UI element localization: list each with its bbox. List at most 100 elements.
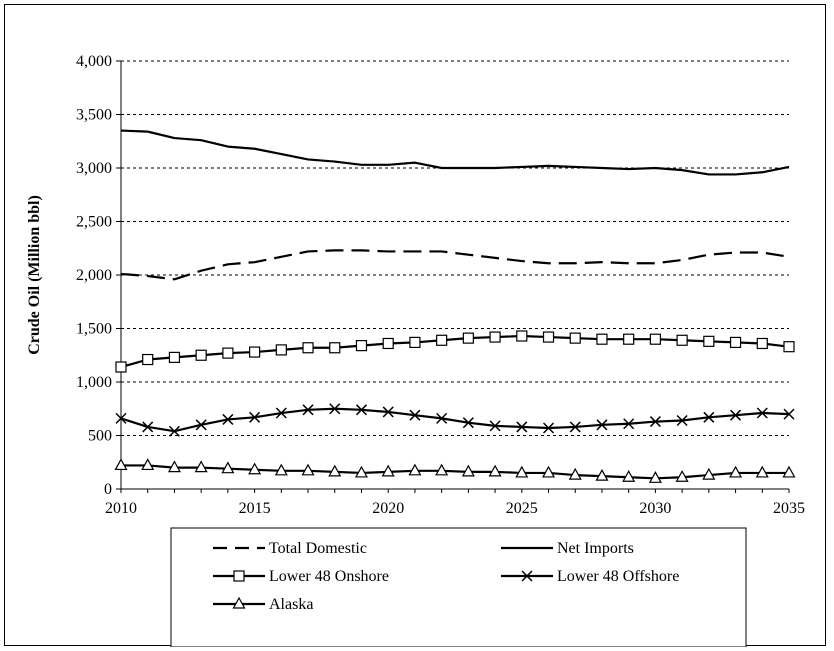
marker-stroke [275, 407, 287, 419]
data-point-alaska [648, 471, 662, 483]
legend-marker-alaska [232, 596, 246, 609]
data-point-lower-48-offshore [623, 418, 635, 430]
legend-label-lower-48-onshore: Lower 48 Onshore [269, 568, 389, 585]
marker-stroke [623, 418, 635, 430]
data-point-lower-48-onshore [729, 336, 742, 349]
series-line-lower-48-offshore [120, 407, 790, 433]
y-tick-label: 500 [88, 428, 112, 445]
marker-stroke [142, 421, 154, 433]
data-point-lower-48-offshore [649, 416, 661, 428]
data-point-alaska [755, 465, 769, 478]
y-tick-label: 3,000 [76, 160, 112, 177]
data-point-lower-48-offshore [409, 409, 421, 421]
data-point-lower-48-onshore [783, 341, 795, 353]
data-point-alaska [595, 468, 609, 481]
data-point-alaska [461, 464, 475, 477]
data-point-alaska [435, 463, 449, 476]
data-point-alaska [354, 465, 368, 478]
data-point-lower-48-onshore [302, 342, 314, 354]
chart-frame: 0 500 1,000 1,500 2,000 2,500 3,000 3,500 4,000 2… [4, 4, 826, 647]
x-tick-label: 2025 [506, 500, 538, 517]
legend-marker-lower-48-offshore [521, 570, 533, 582]
data-point-lower-48-offshore [569, 421, 581, 433]
marker-stroke [222, 413, 234, 425]
x-tick-label: 2015 [239, 500, 271, 517]
data-point-lower-48-offshore [596, 419, 608, 431]
marker-stroke [302, 404, 314, 416]
y-axis-title: Crude Oil (Million bbl) [26, 195, 43, 355]
data-point-lower-48-onshore [623, 333, 635, 345]
legend-item-total-domestic: Total Domestic [213, 540, 367, 557]
data-point-lower-48-offshore [222, 413, 234, 425]
marker-stroke [168, 425, 180, 437]
marker-stroke [676, 414, 688, 427]
data-point-lower-48-offshore [676, 414, 688, 427]
marker-stroke [355, 404, 368, 416]
data-point-lower-48-onshore [329, 342, 341, 354]
marker-stroke [516, 421, 528, 433]
legend-item-lower-48-onshore: Lower 48 Onshore [213, 568, 389, 585]
data-point-lower-48-offshore [542, 422, 555, 434]
data-point-lower-48-onshore [168, 351, 181, 363]
data-point-alaska [301, 463, 315, 476]
data-point-lower-48-onshore [195, 349, 207, 361]
legend-item-net-imports: Net Imports [501, 540, 634, 557]
data-point-alaska [274, 463, 288, 476]
data-point-alaska [622, 469, 636, 482]
marker-stroke [756, 407, 768, 419]
data-point-lower-48-offshore [355, 404, 368, 416]
marker-stroke [462, 417, 474, 429]
marker-stroke [489, 420, 501, 432]
data-point-lower-48-offshore [516, 421, 528, 433]
data-point-alaska [782, 465, 796, 478]
series-layer [114, 129, 796, 483]
data-point-lower-48-onshore [142, 353, 154, 366]
data-point-lower-48-onshore [249, 346, 261, 358]
legend-label-alaska: Alaska [269, 596, 313, 613]
data-point-alaska [141, 458, 155, 471]
data-point-alaska [408, 463, 422, 476]
data-point-lower-48-onshore [516, 330, 528, 342]
data-point-lower-48-offshore [489, 420, 501, 432]
series-line-total-domestic [120, 249, 790, 281]
marker-stroke [649, 416, 661, 428]
series-alaska [114, 458, 796, 483]
legend-item-alaska: Alaska [213, 596, 313, 613]
data-point-alaska [515, 465, 529, 478]
x-tick-label: 2020 [372, 500, 404, 517]
data-point-lower-48-offshore [703, 411, 715, 423]
data-point-lower-48-onshore [703, 335, 715, 347]
data-point-lower-48-offshore [249, 411, 261, 423]
data-point-lower-48-onshore [489, 331, 501, 343]
ticks: 0 500 1,000 1,500 2,000 2,500 3,000 3,500 4,000 2… [76, 53, 805, 517]
y-tick-label: 3,500 [76, 107, 112, 124]
series-net-imports [120, 129, 790, 176]
data-point-lower-48-onshore [756, 337, 768, 350]
data-point-alaska [488, 464, 502, 477]
legend-label-total-domestic: Total Domestic [269, 540, 367, 557]
x-tick-label: 2030 [639, 500, 671, 517]
marker-stroke [195, 419, 207, 431]
axes [120, 61, 789, 490]
y-tick-label: 1,000 [76, 374, 112, 391]
marker-stroke [115, 412, 127, 424]
marker-stroke [382, 406, 394, 418]
data-point-lower-48-onshore [409, 336, 421, 349]
series-total-domestic [120, 249, 790, 281]
data-point-lower-48-offshore [142, 421, 154, 433]
x-tick-label: 2010 [105, 500, 137, 517]
gridlines [121, 60, 789, 436]
data-point-alaska [194, 460, 208, 473]
data-point-alaska [328, 464, 342, 477]
data-point-lower-48-onshore [275, 344, 287, 356]
data-point-alaska [729, 465, 743, 478]
data-point-lower-48-onshore [569, 332, 581, 344]
line-chart: 0 500 1,000 1,500 2,000 2,500 3,000 3,500 4,000 2… [26, 53, 805, 647]
legend: Total Domestic Net Imports Lower 48 Onshor… [170, 527, 747, 647]
data-point-alaska [381, 464, 395, 477]
data-point-alaska [221, 461, 235, 474]
data-point-lower-48-offshore [462, 417, 474, 429]
marker-stroke [329, 403, 341, 415]
data-point-lower-48-offshore [329, 403, 341, 415]
marker-stroke [249, 411, 261, 423]
